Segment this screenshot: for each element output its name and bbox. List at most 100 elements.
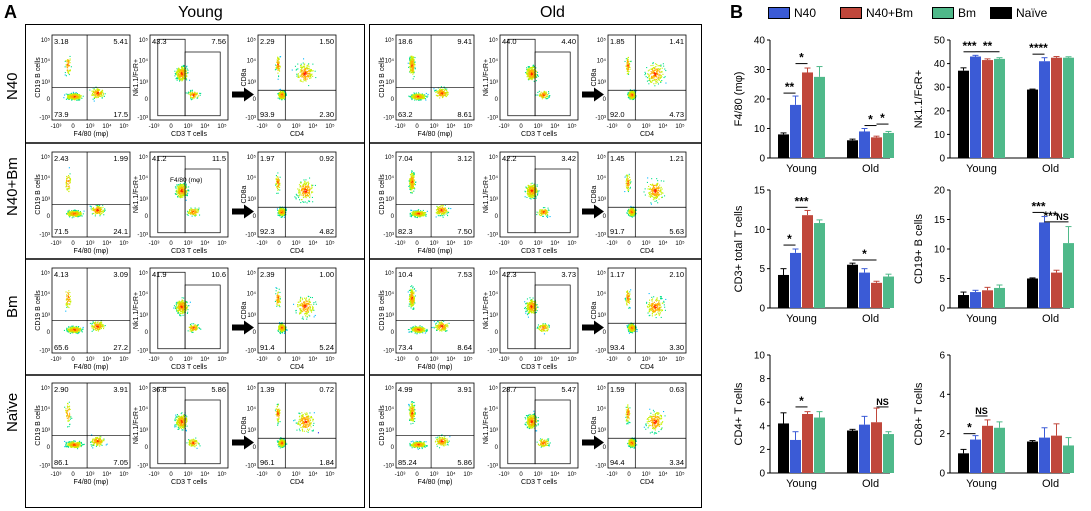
- flow-event-dot: [302, 73, 304, 75]
- flow-event-dot: [68, 74, 70, 76]
- quadrant-value-tr: 1.99: [113, 154, 128, 163]
- flow-event-dot: [69, 212, 71, 214]
- flow-event-dot: [310, 77, 312, 79]
- flow-event-dot: [195, 329, 197, 331]
- flow-event-dot: [190, 444, 192, 446]
- x-axis-label: F4/80 (mφ): [74, 131, 109, 138]
- x-tick-label: 10⁵: [325, 471, 335, 478]
- x-tick-label: 10⁴: [102, 356, 112, 363]
- flow-event-dot: [305, 303, 307, 305]
- flow-event-dot: [91, 213, 93, 215]
- flow-event-dot: [77, 333, 79, 335]
- flow-event-dot: [67, 186, 69, 188]
- flow-event-dot: [68, 70, 70, 72]
- flow-event-dot: [100, 95, 102, 97]
- flow-event-dot: [188, 305, 190, 307]
- flow-event-dot: [67, 293, 69, 295]
- plot-frame: [257, 151, 337, 238]
- x-tick-label: -10³: [149, 241, 160, 247]
- flow-event-dot: [93, 100, 95, 102]
- flow-event-dot: [177, 196, 179, 198]
- flow-event-dot: [197, 324, 199, 326]
- flow-event-dot: [178, 75, 180, 77]
- flow-event-dot: [177, 194, 179, 196]
- flow-event-dot: [73, 331, 75, 333]
- x-axis-label: CD4: [290, 364, 304, 371]
- flow-event-dot: [68, 307, 70, 309]
- flow-event-dot: [301, 69, 303, 71]
- flow-event-dot: [186, 213, 188, 215]
- flow-event-dot: [303, 307, 305, 309]
- flow-event-dot: [301, 73, 303, 75]
- flow-event-dot: [300, 296, 302, 298]
- flow-event-dot: [185, 423, 187, 425]
- flow-event-dot: [92, 321, 94, 323]
- flow-event-dot: [193, 325, 195, 327]
- flow-event-dot: [66, 445, 68, 447]
- flow-event-dot: [299, 80, 301, 82]
- flow-event-dot: [181, 308, 183, 310]
- flow-event-dot: [277, 65, 279, 67]
- flow-event-dot: [90, 208, 92, 210]
- flow-event-dot: [176, 414, 178, 416]
- flow-event-dot: [78, 213, 80, 215]
- flow-event-dot: [184, 77, 186, 79]
- flow-event-dot: [181, 309, 183, 311]
- flow-event-dot: [93, 92, 95, 94]
- flow-event-dot: [198, 209, 200, 211]
- y-tick-label: 0: [253, 97, 257, 103]
- flow-event-dot: [77, 329, 79, 331]
- flow-event-dot: [188, 441, 190, 443]
- flow-event-dot: [193, 96, 195, 98]
- flow-event-dot: [69, 97, 71, 99]
- flow-event-dot: [181, 189, 183, 191]
- flow-event-dot: [180, 302, 182, 304]
- flow-event-dot: [309, 201, 311, 203]
- flow-event-dot: [70, 93, 72, 95]
- flow-event-dot: [306, 65, 308, 67]
- y-tick-label: 10³: [139, 80, 148, 86]
- flow-event-dot: [308, 67, 310, 69]
- flow-event-dot: [193, 95, 195, 97]
- flow-event-dot: [194, 329, 196, 331]
- gate-value-left: 41.9: [152, 270, 167, 279]
- plot-frame: [149, 34, 229, 121]
- flow-event-dot: [66, 306, 68, 308]
- flow-event-dot: [67, 419, 69, 421]
- y-tick-label: -10³: [137, 348, 148, 354]
- flow-event-dot: [182, 67, 184, 69]
- flow-event-dot: [104, 208, 106, 210]
- flow-event-dot: [195, 92, 197, 94]
- flow-event-dot: [73, 95, 75, 97]
- quadrant-value-br: 17.5: [113, 110, 128, 119]
- x-tick-label: 10³: [86, 472, 95, 478]
- flow-event-dot: [279, 326, 281, 328]
- flow-event-dot: [97, 96, 99, 98]
- arrow-icon: [232, 204, 254, 219]
- flow-event-dot: [185, 193, 187, 195]
- flow-event-dot: [92, 208, 94, 210]
- flow-event-dot: [286, 329, 288, 331]
- flow-event-dot: [96, 90, 98, 92]
- flow-event-dot: [178, 186, 180, 188]
- flow-event-dot: [74, 440, 76, 442]
- flow-event-dot: [189, 211, 191, 213]
- flow-event-dot: [305, 298, 307, 300]
- flow-event-dot: [284, 95, 286, 97]
- flow-event-dot: [95, 210, 97, 212]
- flow-event-dot: [189, 95, 191, 97]
- flow-event-dot: [281, 216, 283, 218]
- flow-event-dot: [195, 211, 197, 213]
- flow-event-dot: [278, 66, 280, 68]
- flow-event-dot: [190, 208, 192, 210]
- x-tick-label: 10⁵: [217, 356, 227, 363]
- flow-event-dot: [178, 187, 180, 189]
- y-tick-label: 10⁴: [139, 291, 149, 298]
- flow-event-dot: [304, 189, 306, 191]
- flow-event-dot: [280, 331, 282, 333]
- flow-event-dot: [72, 94, 74, 96]
- flow-event-dot: [76, 93, 78, 95]
- flow-event-dot: [185, 71, 187, 73]
- flow-event-dot: [306, 315, 308, 317]
- flow-event-dot: [96, 328, 98, 330]
